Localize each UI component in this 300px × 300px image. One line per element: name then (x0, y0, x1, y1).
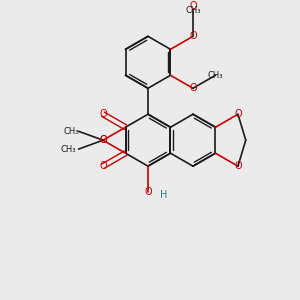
Text: CH₃: CH₃ (185, 6, 201, 15)
Text: O: O (99, 109, 107, 119)
Text: O: O (234, 161, 242, 171)
Text: H: H (160, 190, 167, 200)
Text: O: O (189, 31, 197, 41)
Text: O: O (189, 2, 197, 11)
Text: CH₃: CH₃ (63, 127, 79, 136)
Text: O: O (99, 135, 107, 145)
Text: O: O (189, 83, 197, 93)
Text: CH₃: CH₃ (208, 71, 223, 80)
Text: CH₃: CH₃ (60, 145, 76, 154)
Text: O: O (144, 187, 152, 197)
Text: O: O (99, 135, 107, 145)
Text: O: O (234, 109, 242, 119)
Text: O: O (99, 161, 107, 171)
